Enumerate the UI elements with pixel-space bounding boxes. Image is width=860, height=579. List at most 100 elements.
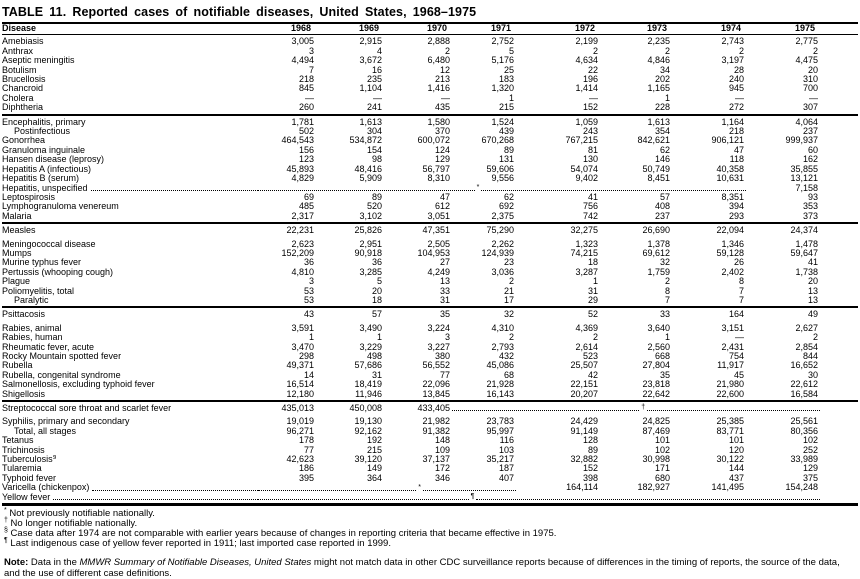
disease-label: Aseptic meningitis [2, 56, 75, 66]
table-row: Granuloma inguinale 156 154 124 89 81 62 47 60 [2, 146, 858, 155]
cell-value: 21,980 [716, 380, 744, 390]
cell-value: 22,096 [422, 380, 450, 390]
cell-value: 43 [303, 309, 314, 320]
disease-label: Rabies, animal [2, 323, 62, 333]
cell-value: 2,743 [721, 36, 744, 47]
cell-value: 237 [654, 211, 670, 221]
cell-value: 30,998 [642, 455, 670, 465]
disease-label: Tuberculosis§ [2, 455, 57, 465]
cell-disease-name: Typhoid fever [2, 474, 258, 483]
cell-value: 34 [659, 65, 670, 75]
cell-value: 945 [728, 84, 744, 94]
cell-value: 8,310 [427, 174, 450, 184]
cell-value: 4,369 [575, 323, 598, 333]
spacer-cell [820, 455, 858, 464]
column-header-disease: Disease [2, 23, 37, 33]
cell-value: 2,752 [491, 36, 514, 47]
table-row: Syphilis, primary and secondary 19,019 19,… [2, 417, 858, 426]
cell-value: 437 [728, 473, 744, 483]
disease-label: Rheumatic fever, acute [2, 342, 95, 352]
table-row: Amebiasis 3,005 2,915 2,888 2,752 2,199 2,235 2… [2, 35, 858, 47]
cell-value: 3,197 [721, 56, 744, 66]
cell-value: 450,008 [349, 403, 382, 414]
cell-value: 22,642 [642, 389, 670, 399]
cell-value: 439 [498, 127, 514, 137]
spacer-cell [820, 483, 858, 492]
cell-value: 89 [503, 145, 514, 155]
table-title: TABLE 11. Reported cases of notifiable d… [2, 5, 477, 19]
spacer-cell [820, 361, 858, 370]
cell-value: 2,775 [795, 36, 818, 47]
cell-value: 31 [439, 295, 450, 305]
cell-value: 293 [728, 211, 744, 221]
disease-label: Syphilis, primary and secondary [2, 417, 130, 427]
cell-value: 27 [439, 258, 450, 268]
cell-value: 7,158 [795, 183, 818, 193]
cell-value: 498 [366, 352, 382, 361]
table-row: Pertussis (whooping cough) 4,810 3,285 4,24… [2, 268, 858, 277]
cell-value: 523 [582, 352, 598, 361]
cell-value: 3,036 [491, 267, 514, 277]
cell-dotted-leader: † [452, 401, 820, 413]
cell-value: 33,989 [790, 455, 818, 465]
cell-value: 408 [654, 202, 670, 212]
cell-value: 93 [807, 192, 818, 202]
cell-disease-name: Psittacosis [2, 307, 258, 319]
cell-value: 39,120 [354, 455, 382, 465]
cell-value: 215 [498, 103, 514, 113]
disease-label: Hansen disease (leprosy) [2, 155, 105, 165]
cell-value: 42 [587, 370, 598, 380]
cell-value: 2,854 [795, 342, 818, 352]
table-row: Hepatitis, unspecified * 7,158 [2, 184, 858, 193]
cell-value: 680 [654, 473, 670, 483]
spacer-cell [820, 184, 858, 193]
cell-value: 57,686 [354, 361, 382, 371]
cell-value: 141,495 [711, 483, 744, 493]
cell-value: 228 [654, 103, 670, 113]
table-row: Encephalitis, primary 1,781 1,613 1,580 1,52… [2, 115, 858, 127]
dotted-leader [258, 499, 469, 501]
table-section: Streptococcal sore throat and scarlet fe… [2, 401, 858, 505]
cell-value: 75,290 [486, 225, 514, 236]
spacer-cell [820, 56, 858, 65]
cell-value: 375 [802, 473, 818, 483]
cell-value: 7 [308, 65, 314, 75]
cell-value: 4,846 [647, 56, 670, 66]
cell-value: 21 [503, 286, 514, 296]
disease-label: Brucellosis [2, 75, 46, 85]
cell-value: 48,416 [354, 164, 382, 174]
cell-value: 187 [498, 464, 514, 474]
cell-value: 4,310 [491, 323, 514, 333]
cell-disease-name: Chancroid [2, 84, 258, 93]
cell-value: 36 [371, 258, 382, 268]
cell-value: 16,143 [486, 389, 514, 399]
disease-label: Tularemia [2, 464, 42, 474]
cell-value: 101 [728, 436, 744, 446]
cell-value: 2,951 [359, 239, 382, 249]
disease-label: Hepatitis B (serum) [2, 174, 80, 184]
spacer-cell [820, 35, 858, 47]
table-row: Rabies, animal 3,591 3,490 3,224 4,310 4,369 3… [2, 324, 858, 333]
cell-value: 183 [498, 75, 514, 85]
cell-value: 81 [587, 145, 598, 155]
note-paragraph: Note: Data in the MMWR Summary of Notifi… [4, 557, 840, 579]
cell-value: 92,162 [354, 426, 382, 436]
cell-disease-name: Cholera [2, 94, 258, 103]
cell-value: 668 [654, 352, 670, 361]
cell-value: 30,122 [716, 455, 744, 465]
table-section: Measles 22,231 25,826 47,351 75,290 32,275 26,… [2, 223, 858, 308]
column-header-year: 1972 [574, 23, 595, 33]
cell-value: 26,690 [642, 225, 670, 236]
spacer-cell [820, 333, 858, 342]
cell-dotted-leader: * [258, 483, 516, 492]
cell-value: 520 [366, 202, 382, 212]
cell-value: 3 [308, 46, 314, 56]
cell-value: 13,845 [422, 389, 450, 399]
cell-value: 156 [298, 145, 314, 155]
cell-dotted-leader: ¶ [258, 493, 820, 505]
cell-value: 2 [592, 46, 598, 56]
cell-value: 21,982 [422, 417, 450, 427]
cell-value: 35,855 [790, 164, 818, 174]
cell-value: 3,470 [291, 342, 314, 352]
cell-value: 23,783 [486, 417, 514, 427]
